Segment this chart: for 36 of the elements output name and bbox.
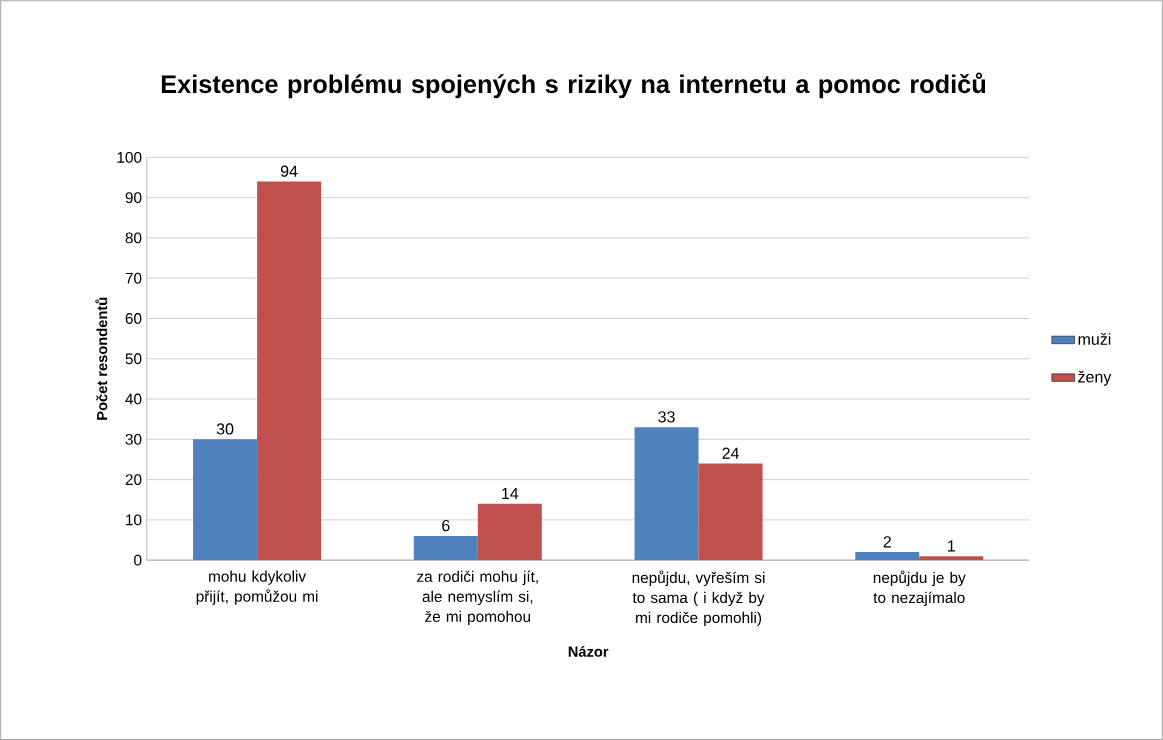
y-tick-label: 40 xyxy=(125,393,142,405)
bar xyxy=(634,427,699,561)
x-tick-label: za rodiči mohu jít, ale nemyslím si, že mi pomohou xyxy=(417,570,538,625)
data-label: 33 xyxy=(658,411,675,423)
y-tick-label: 70 xyxy=(125,272,142,284)
y-tick-label: 100 xyxy=(117,151,142,163)
data-label: 1 xyxy=(948,540,955,552)
bar xyxy=(257,181,322,561)
x-tick-label: nepůjdu je by to nezajímalo xyxy=(873,570,966,607)
data-label: 2 xyxy=(883,536,891,548)
data-label: 14 xyxy=(502,487,519,499)
x-axis-title: Názor xyxy=(568,645,609,657)
bar xyxy=(919,556,984,561)
y-tick-label: 60 xyxy=(125,312,142,324)
y-tick-label: 10 xyxy=(126,514,142,526)
chart-title: Existence problému spojených s riziky na internetu a pomoc rodičů xyxy=(161,72,986,99)
data-label: 30 xyxy=(216,423,234,435)
y-tick-label: 20 xyxy=(125,474,142,485)
legend-label: ženy xyxy=(1078,370,1112,386)
bar xyxy=(193,439,258,561)
legend-label: muži xyxy=(1078,333,1111,345)
y-tick-label: 0 xyxy=(134,554,142,566)
bar xyxy=(698,463,763,561)
y-tick-label: 90 xyxy=(125,192,142,203)
y-tick-label: 80 xyxy=(125,232,142,244)
bar xyxy=(413,535,478,561)
x-tick-label: mohu kdykoliv přijít, pomůžou mi xyxy=(196,570,318,605)
y-tick-label: 30 xyxy=(125,433,142,445)
data-label: 6 xyxy=(442,519,450,532)
y-axis-title: Počet resondentů xyxy=(95,297,108,420)
bar xyxy=(855,552,920,561)
data-label: 94 xyxy=(280,165,298,177)
y-tick-label: 50 xyxy=(125,353,142,365)
x-tick-label: nepůjdu, vyřeším si to sama ( i když by mi rodiče pomohli) xyxy=(632,570,765,627)
data-label: 24 xyxy=(722,447,739,459)
bar xyxy=(477,503,542,561)
